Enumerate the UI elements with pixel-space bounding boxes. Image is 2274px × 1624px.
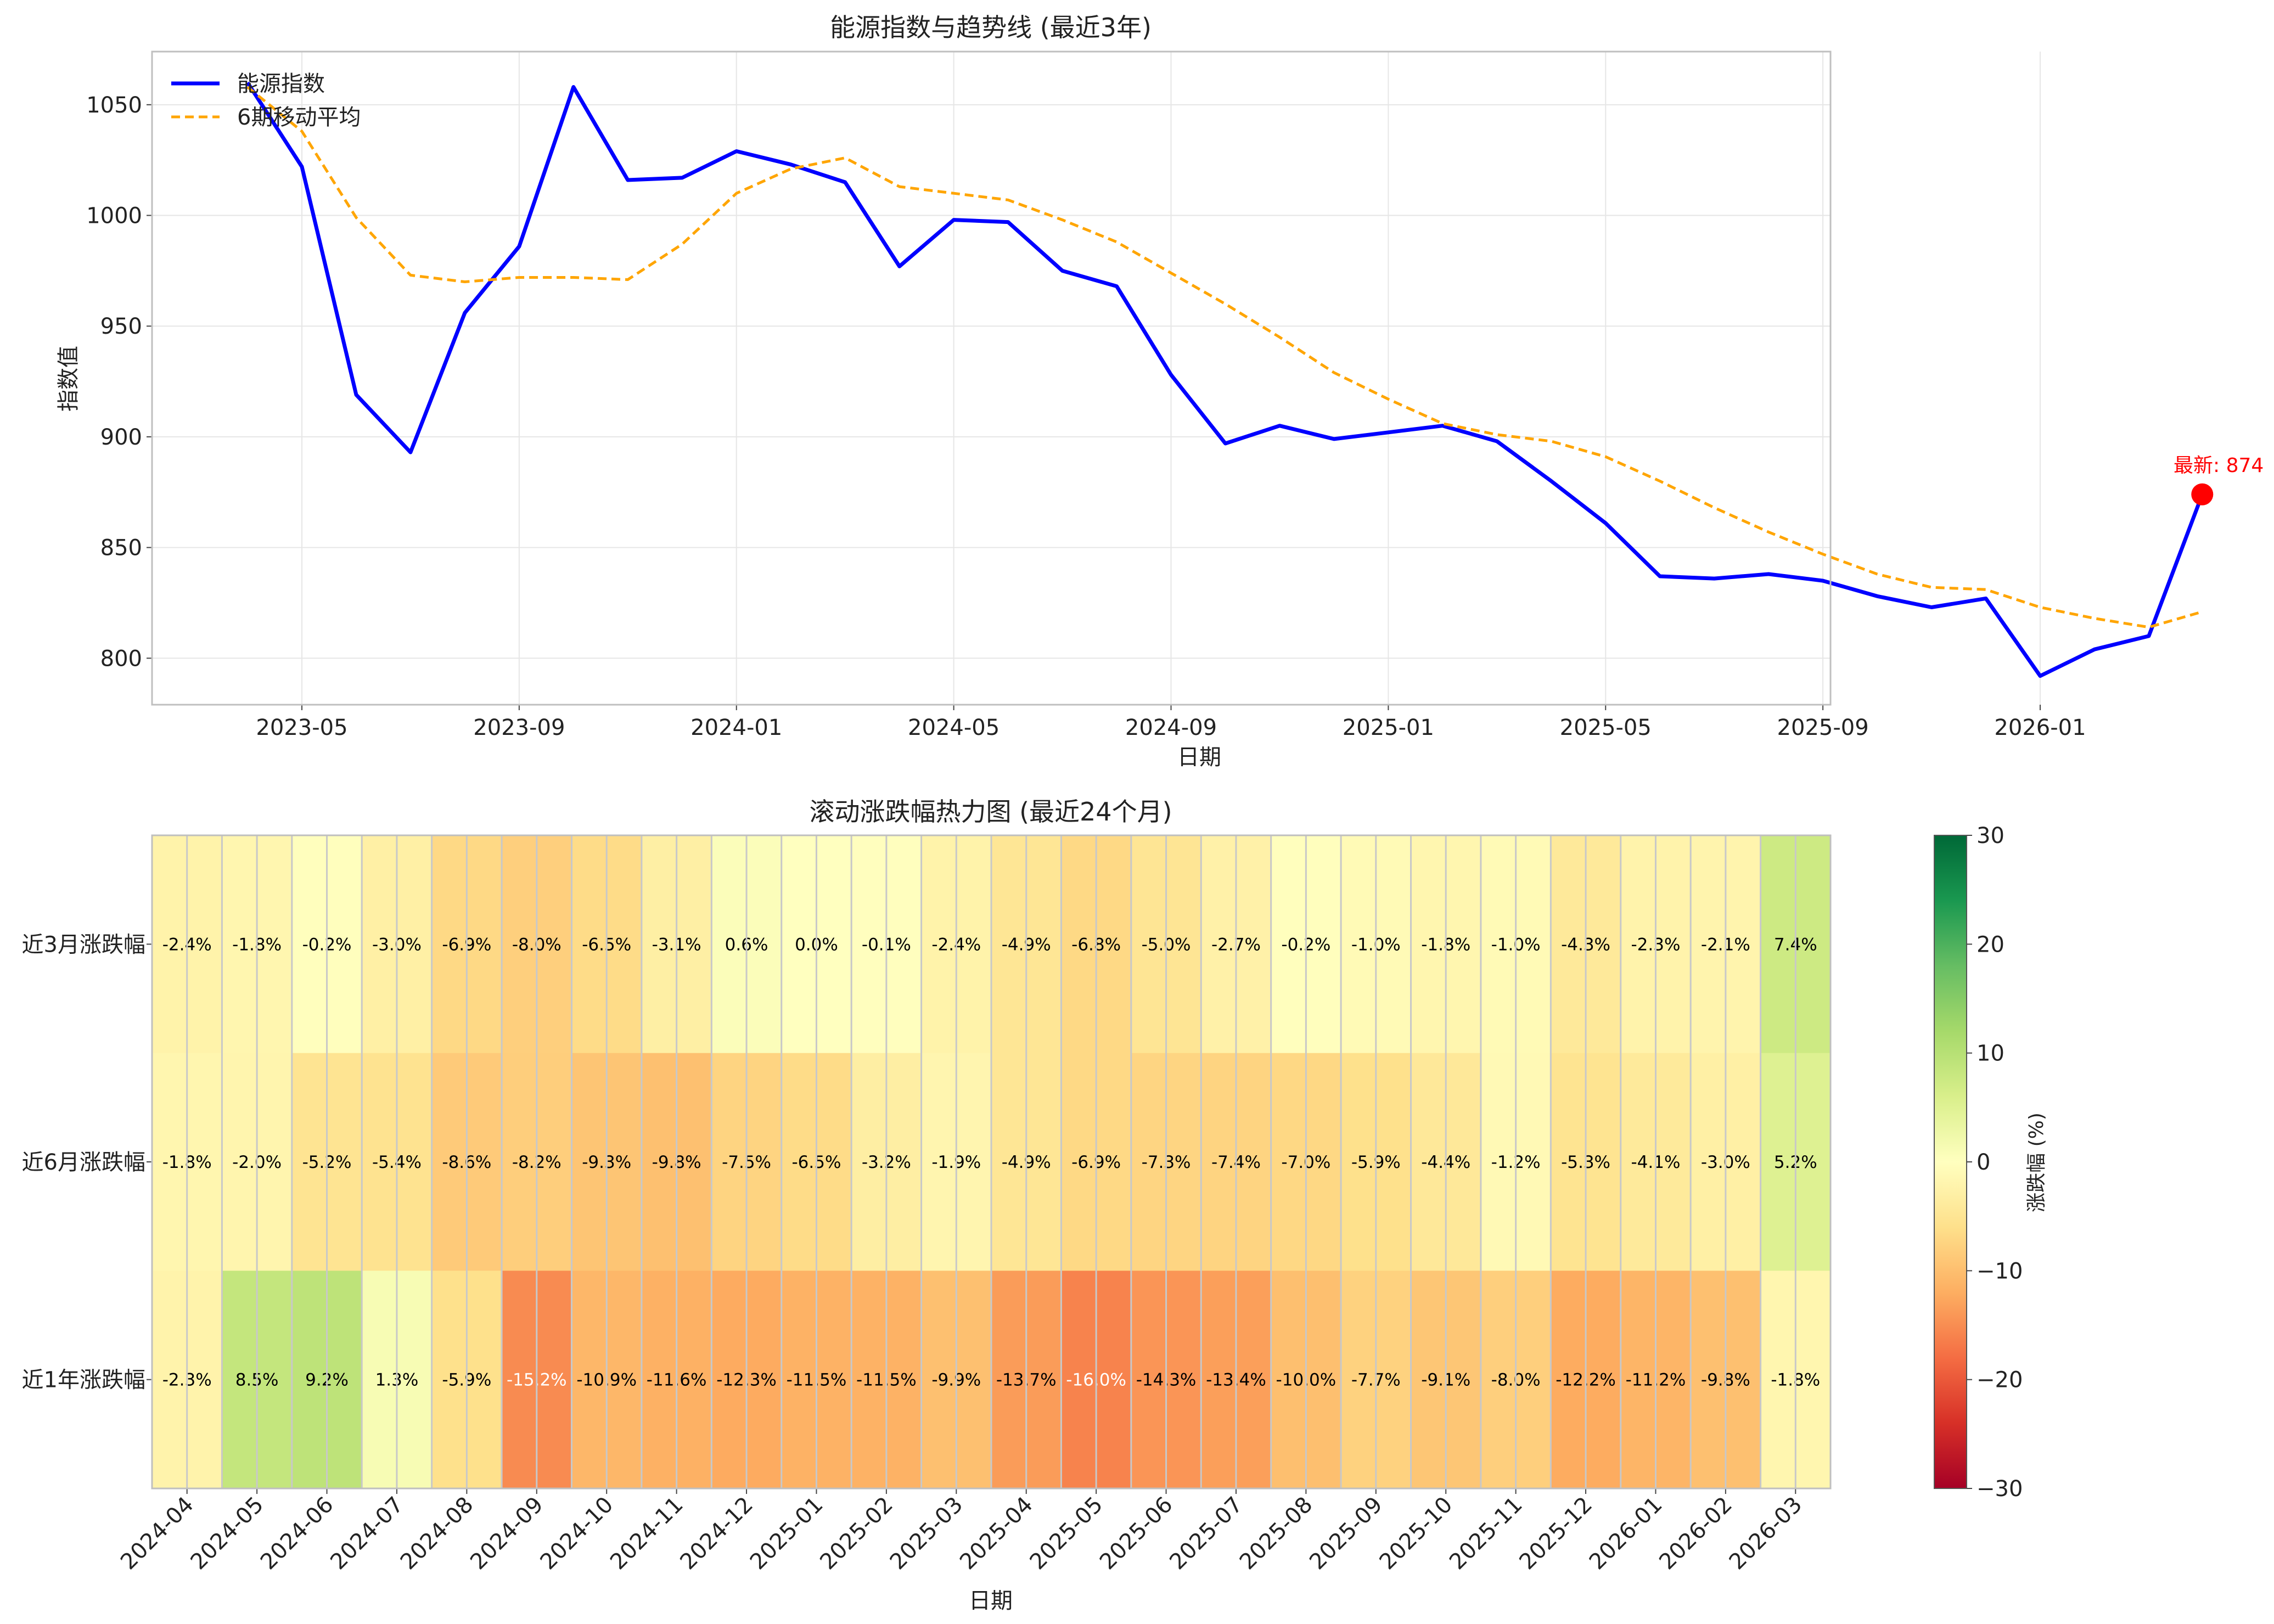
heatmap-title: 滚动涨跌幅热力图 (最近24个月) [809, 797, 1172, 827]
line-chart-title: 能源指数与趋势线 (最近3年) [830, 13, 1152, 42]
x-tick-label: 2026-01 [1994, 715, 2086, 740]
line-chart-ticks: 800 850 900 950 1000 1050 2023-05 2023-09 2024-0… [86, 93, 2086, 740]
legend-label-ma: 6期移动平均 [237, 105, 361, 130]
y-tick-label: 950 [100, 314, 142, 339]
x-tick-label: 2023-05 [256, 715, 347, 740]
y-tick-label: 850 [100, 536, 142, 561]
line-chart-xlabel: 日期 [1177, 745, 1221, 770]
heatmap-chart: 滚动涨跌幅热力图 (最近24个月) -2.4% -1.8% -0.2% -3.0% -6… [22, 797, 2048, 1614]
legend-label-index: 能源指数 [237, 71, 325, 97]
line-chart-frame [151, 50, 1832, 706]
x-tick-label: 2025-01 [1343, 715, 1434, 740]
y-tick-label: 1050 [86, 93, 142, 118]
heatmap-xlabel: 日期 [969, 1588, 1013, 1614]
line-chart-series [246, 81, 2214, 678]
colorbar-tick-label: 30 [1977, 823, 2005, 848]
line-chart: 能源指数与趋势线 (最近3年) 800 850 900 950 1000 1050 2023… [56, 13, 2264, 770]
x-tick-label: 2025-05 [1560, 715, 1652, 740]
colorbar-gradient [1934, 835, 1967, 1489]
moving-average-line [246, 86, 2203, 629]
x-tick-label: 2023-09 [473, 715, 565, 740]
y-tick-label: 900 [100, 425, 142, 450]
y-tick-label: 800 [100, 646, 142, 671]
x-tick-label: 2024-05 [908, 715, 1000, 740]
x-tick-label: 2025-09 [1777, 715, 1869, 740]
y-tick-label: 1000 [86, 204, 142, 229]
colorbar-tick-label: −20 [1977, 1368, 2023, 1393]
x-tick-label: 2024-09 [1125, 715, 1217, 740]
colorbar-tick-label: 20 [1977, 932, 2005, 957]
heatmap-row-label: 近1年涨跌幅 [22, 1368, 145, 1393]
latest-point-marker [2191, 483, 2214, 505]
line-chart-ylabel: 指数值 [56, 346, 81, 412]
colorbar-tick-label: 10 [1977, 1041, 2005, 1066]
heatmap-row-label: 近3月涨跌幅 [22, 932, 145, 957]
latest-value-annotation: 最新: 874 [2174, 454, 2264, 477]
x-tick-label: 2024-01 [690, 715, 782, 740]
colorbar-tick-label: 0 [1977, 1150, 1990, 1175]
colorbar-tick-label: −30 [1977, 1476, 2023, 1502]
colorbar: −30 −20 −10 0 10 20 30 [1934, 823, 2023, 1502]
line-chart-legend: 能源指数 6期移动平均 [171, 71, 361, 130]
heatmap-row-label: 近6月涨跌幅 [22, 1150, 145, 1175]
colorbar-tick-label: −10 [1977, 1258, 2023, 1284]
index-series-line [246, 81, 2204, 678]
heatmap-grid [186, 835, 1796, 1488]
colorbar-label: 涨跌幅 (%) [2025, 1112, 2048, 1212]
line-chart-grid [152, 52, 2041, 705]
heatmap-frame [151, 834, 1832, 1490]
